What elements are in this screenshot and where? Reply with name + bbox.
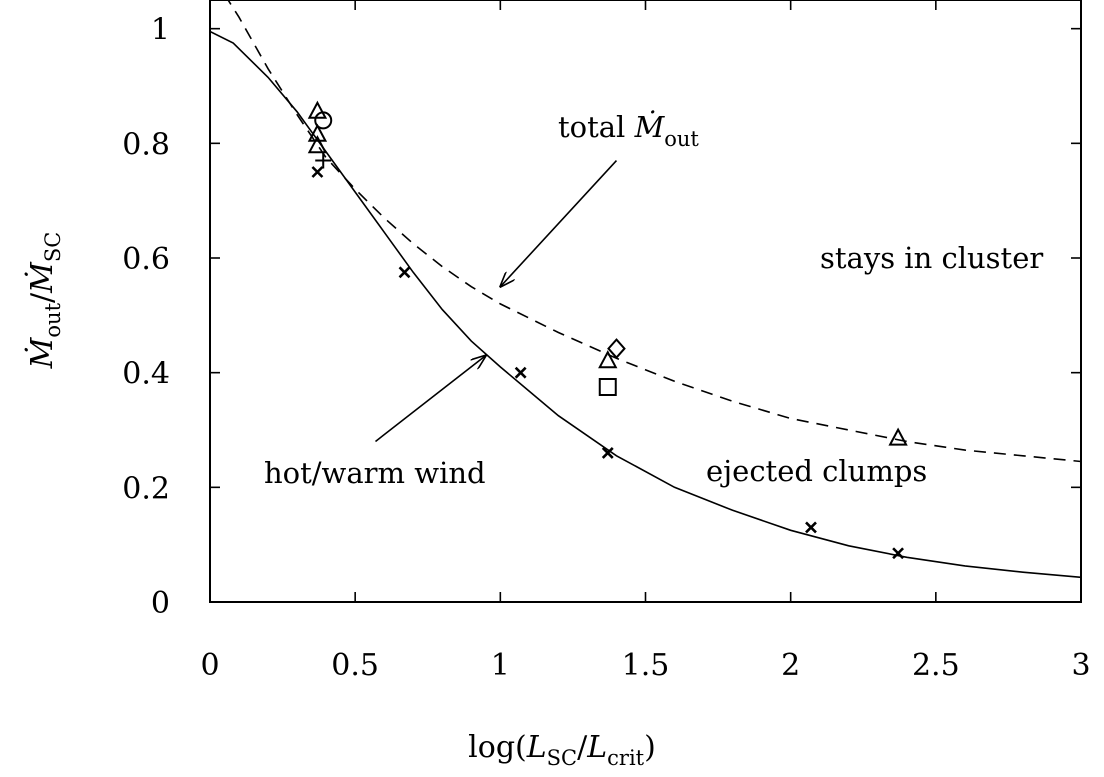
annotation-arrow	[500, 159, 618, 287]
y-tick-label: 0	[151, 586, 170, 621]
circle-marker	[314, 111, 333, 130]
x-marker	[601, 447, 614, 459]
y-tick-label: 0.4	[122, 357, 170, 392]
annotation-arrow	[374, 355, 485, 443]
axis-ticks: 0 0.5 1 1.5 2 2.5 3 0 0.2 0.4 0.6 0.8 1	[122, 0, 1091, 683]
diamond-marker	[607, 338, 626, 360]
square-marker	[598, 378, 617, 396]
x-tick-label: 1	[491, 648, 510, 683]
x-tick-label: 2.5	[912, 648, 960, 683]
triangle-marker	[307, 135, 328, 154]
triangle-marker	[307, 123, 328, 142]
y-tick-label: 0.8	[122, 127, 170, 162]
x-marker	[514, 366, 527, 379]
annotation-stays-in-cluster: stays in cluster	[820, 241, 1043, 275]
y-tick-label: 0.2	[122, 471, 170, 506]
x-tick-label: 0	[200, 648, 219, 683]
x-tick-label: 0.5	[331, 648, 379, 683]
x-marker	[805, 521, 817, 534]
annotation-hot-warm-wind: hot/warm wind	[264, 456, 486, 490]
plus-marker	[315, 152, 332, 169]
triangle-marker	[307, 100, 328, 119]
x-marker	[311, 166, 324, 178]
y-tick-label: 0.6	[122, 242, 170, 277]
x-tick-label: 3	[1071, 648, 1090, 683]
x-tick-label: 1.5	[622, 648, 670, 683]
annotation-ejected-clumps: ejected clumps	[706, 454, 927, 488]
annotation-arrows	[374, 159, 618, 443]
x-tick-label: 2	[781, 648, 800, 683]
annotation-total-mout: total Ṁout	[558, 109, 699, 151]
triangle-marker	[888, 427, 908, 446]
data-markers	[307, 100, 908, 560]
plot-frame	[209, 0, 1082, 603]
x-marker	[892, 547, 905, 560]
x-marker	[398, 266, 411, 279]
total-outflow-curve	[227, 0, 1081, 463]
y-tick-label: 1	[151, 13, 170, 48]
series-curves	[210, 0, 1081, 579]
y-axis-title: Ṁout/ṀSC	[24, 232, 65, 370]
hot-warm-wind-curve	[210, 30, 1081, 579]
triangle-marker	[598, 350, 618, 369]
x-axis-title: log(LSC/Lcrit)	[468, 730, 656, 770]
